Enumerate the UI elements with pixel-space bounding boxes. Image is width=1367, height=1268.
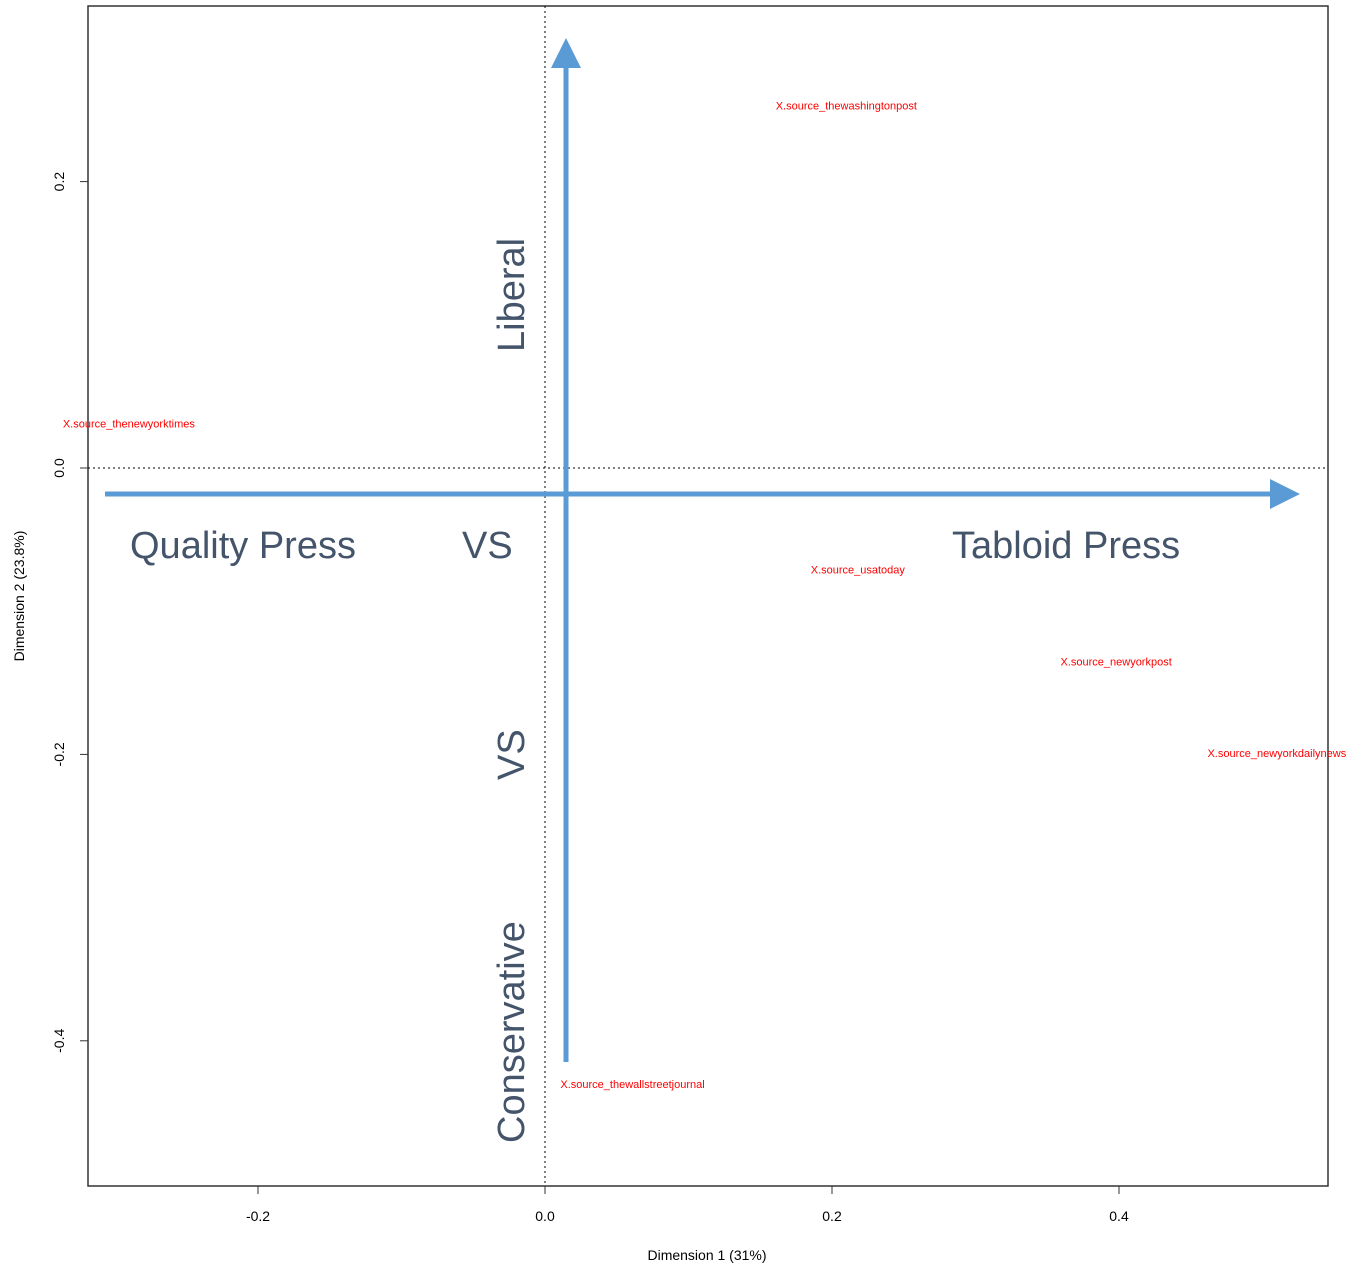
point-labels: X.source_thewashingtonpost X.source_thene… [63, 101, 1347, 1091]
point-label: X.source_newyorkpost [1060, 656, 1171, 668]
x-tick-label: -0.2 [246, 1208, 270, 1224]
annotation-labels: Quality Press VS Tabloid Press Liberal V… [130, 238, 1180, 1143]
y-tick-label: -0.4 [51, 1029, 67, 1053]
x-tick-label: 0.0 [535, 1208, 555, 1224]
annotation-arrows [105, 38, 1300, 1062]
x-axis-title: Dimension 1 (31%) [647, 1247, 766, 1263]
label-conservative: Conservative [491, 921, 533, 1143]
label-liberal: Liberal [491, 238, 533, 352]
label-vertical-vs: VS [491, 729, 533, 780]
x-axis: -0.2 0.0 0.2 0.4 [246, 1186, 1129, 1224]
x-tick-label: 0.2 [822, 1208, 842, 1224]
reference-lines [88, 6, 1328, 1186]
label-quality-press: Quality Press [130, 525, 356, 567]
point-label: X.source_thenewyorktimes [63, 419, 196, 431]
y-tick-label: 0.0 [51, 458, 67, 478]
y-tick-label: 0.2 [51, 172, 67, 192]
point-label: X.source_thewallstreetjournal [560, 1079, 704, 1091]
x-tick-label: 0.4 [1109, 1208, 1129, 1224]
plot-frame [87, 5, 1329, 1187]
label-tabloid-press: Tabloid Press [952, 525, 1180, 567]
point-label: X.source_thewashingtonpost [776, 101, 917, 113]
y-axis: 0.2 0.0 -0.2 -0.4 [51, 172, 88, 1053]
point-label: X.source_newyorkdailynews [1207, 748, 1346, 760]
y-axis-title: Dimension 2 (23.8%) [11, 531, 27, 662]
y-tick-label: -0.2 [51, 742, 67, 766]
label-horizontal-vs: VS [462, 525, 513, 567]
point-label: X.source_usatoday [811, 565, 906, 577]
